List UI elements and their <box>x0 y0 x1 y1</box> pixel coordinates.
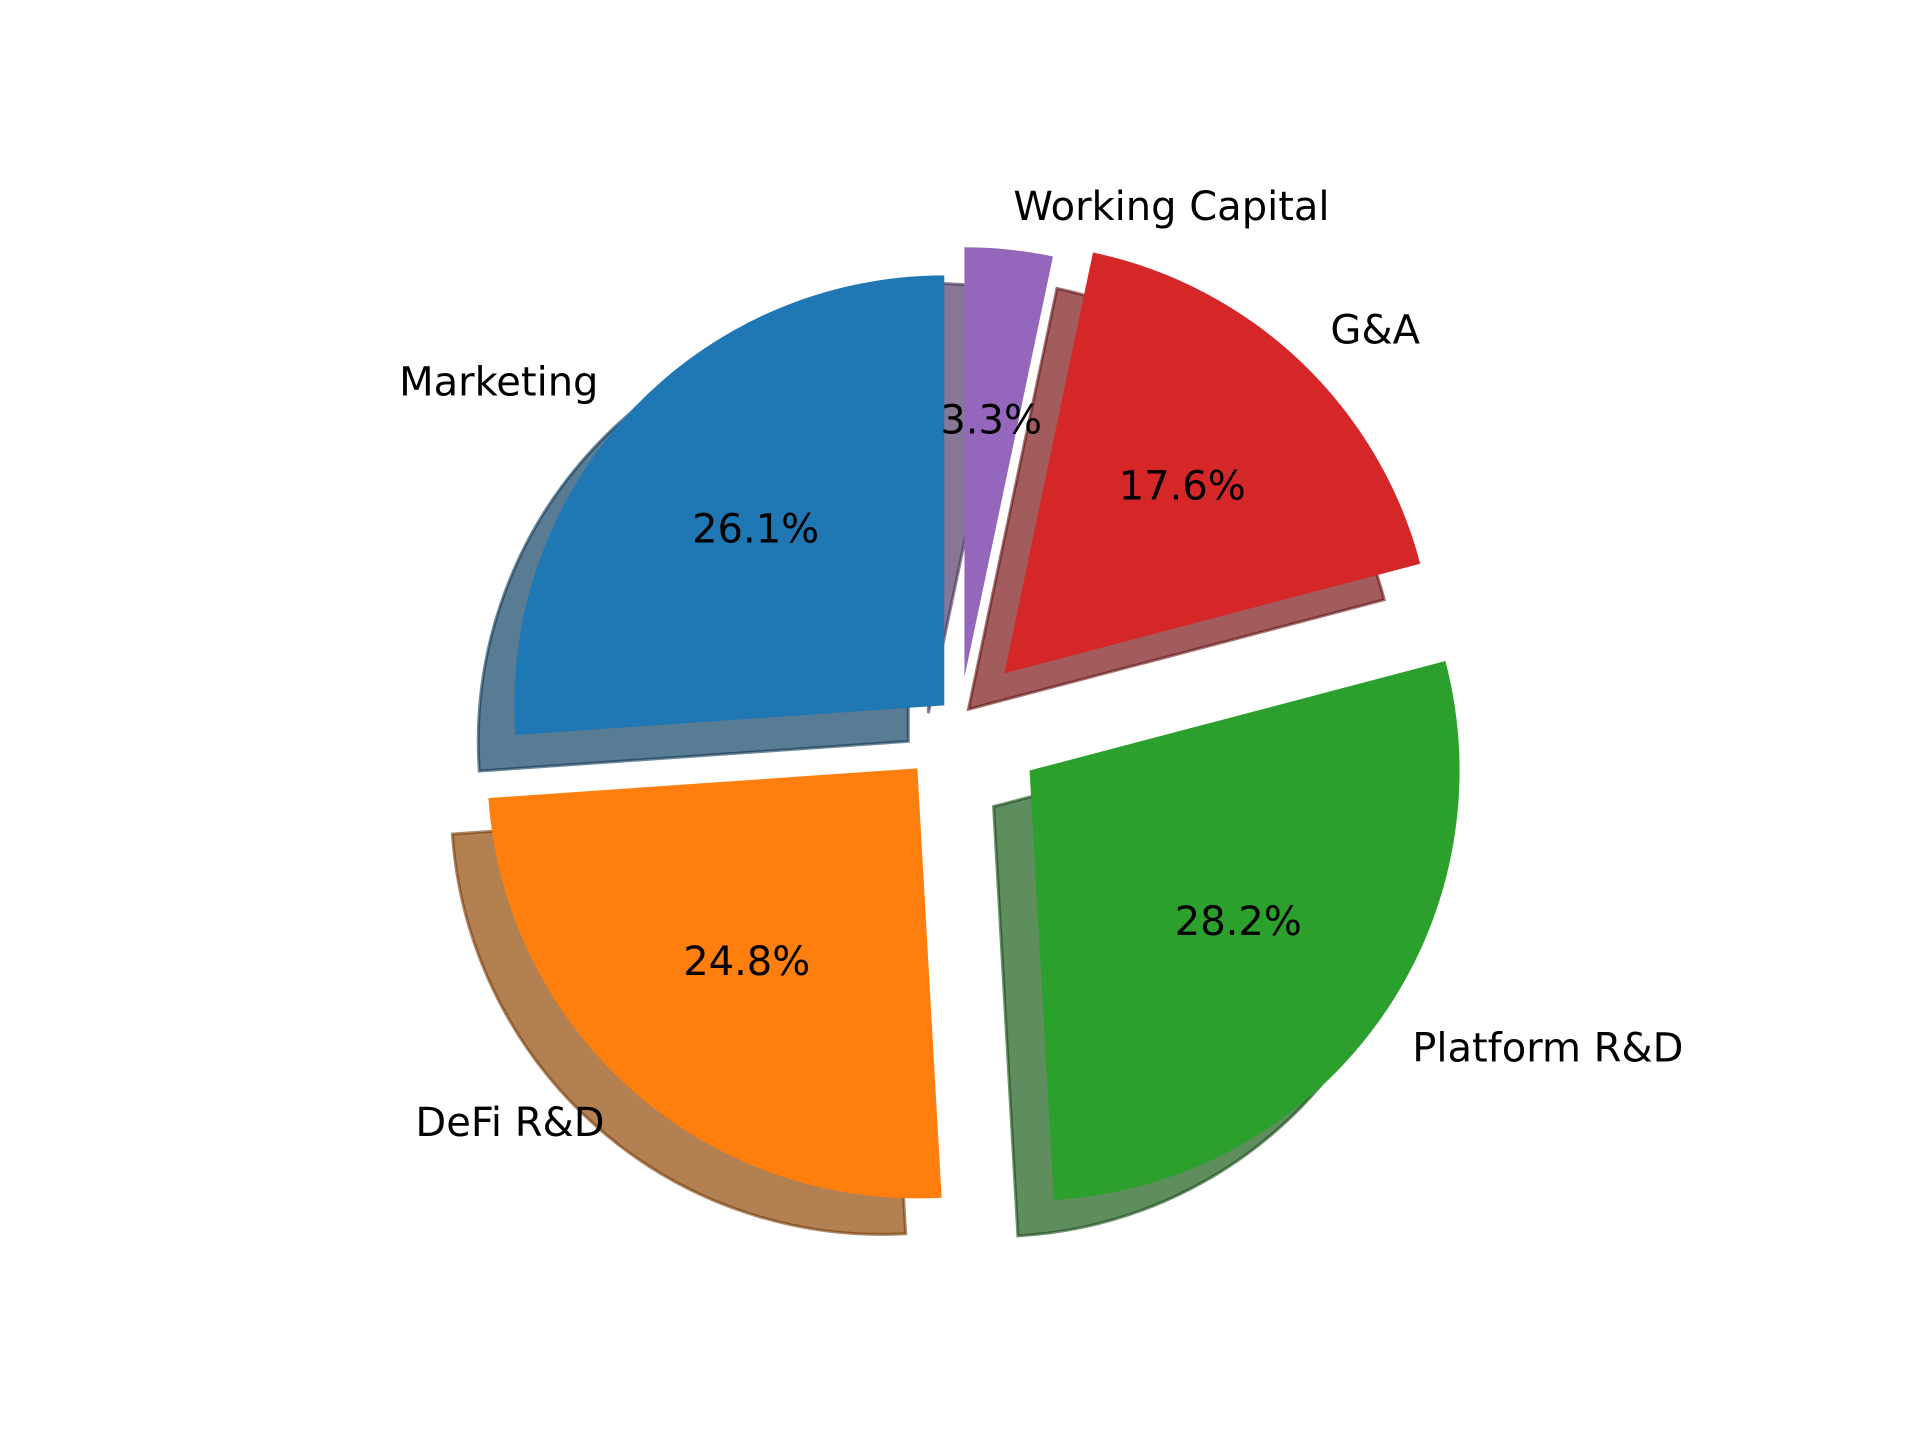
category-label-platform-r-d: Platform R&D <box>1412 1026 1683 1072</box>
slice-marketing <box>514 275 945 736</box>
category-label-marketing: Marketing <box>399 360 598 406</box>
slice-working-capital <box>964 247 1053 678</box>
category-label-defi-r-d: DeFi R&D <box>415 1100 604 1146</box>
category-label-g-a: G&A <box>1330 307 1420 353</box>
pct-label-g-a: 17.6% <box>1119 463 1246 509</box>
slice-g-a <box>1004 252 1421 674</box>
label-layer: 26.1% Marketing 24.8% DeFi R&D 28.2% Platform… <box>399 184 1683 1146</box>
pct-label-working-capital: 3.3% <box>940 398 1042 444</box>
pct-label-marketing: 26.1% <box>692 506 819 552</box>
pct-label-platform-r-d: 28.2% <box>1175 899 1302 945</box>
slice-defi-r-d <box>488 768 942 1199</box>
pct-label-defi-r-d: 24.8% <box>683 939 810 985</box>
category-label-working-capital: Working Capital <box>1013 184 1329 230</box>
slice-layer <box>488 247 1460 1200</box>
slice-platform-r-d <box>1029 660 1460 1200</box>
